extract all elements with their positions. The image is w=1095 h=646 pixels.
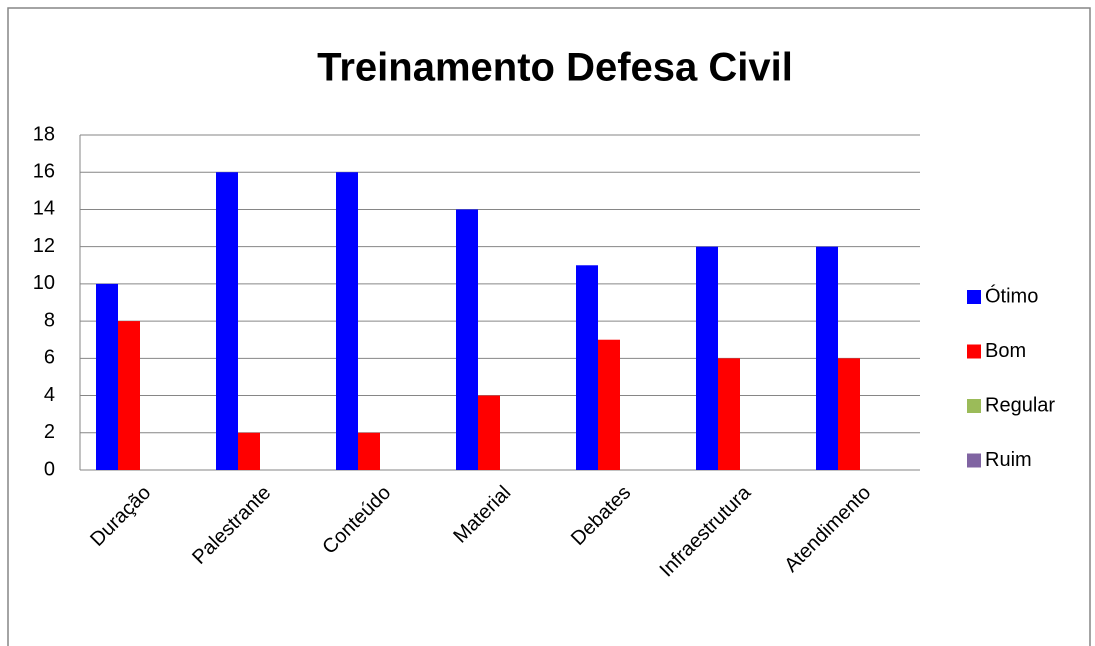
legend-swatch [967, 344, 981, 359]
bar [216, 172, 238, 470]
bar [838, 358, 860, 470]
y-tick-label: 18 [33, 123, 55, 145]
y-tick-label: 4 [44, 384, 55, 406]
y-tick-label: 10 [33, 272, 55, 294]
bar [358, 432, 380, 470]
bar [576, 265, 598, 470]
y-tick-label: 12 [33, 235, 55, 257]
legend-label: Regular [985, 394, 1055, 416]
bar [718, 358, 740, 470]
legend-label: Bom [985, 340, 1026, 362]
bar [238, 432, 260, 470]
bar [336, 172, 358, 470]
legend-swatch [967, 399, 981, 413]
y-tick-label: 0 [44, 458, 55, 480]
y-tick-label: 14 [33, 198, 55, 220]
bar [696, 246, 718, 470]
legend-swatch [967, 290, 981, 304]
bar [456, 209, 478, 470]
legend-label: Ótimo [985, 284, 1038, 307]
y-tick-label: 8 [44, 309, 55, 331]
bar [96, 283, 118, 470]
legend-swatch [967, 453, 981, 468]
chart-frame [7, 7, 1091, 646]
y-tick-label: 2 [44, 421, 55, 443]
bar [598, 339, 620, 470]
y-tick-label: 6 [44, 347, 55, 369]
y-tick-label: 16 [33, 161, 55, 183]
bar [816, 246, 838, 470]
chart-title: Treinamento Defesa Civil [317, 46, 793, 90]
bar [478, 395, 500, 470]
bar [118, 321, 140, 470]
legend-label: Ruim [985, 449, 1032, 471]
